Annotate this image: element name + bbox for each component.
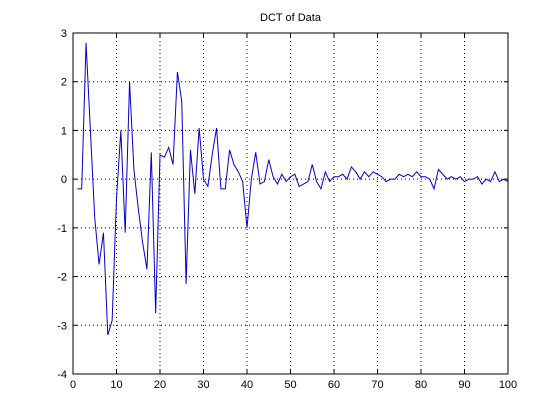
y-tick-label: -1 bbox=[57, 223, 67, 235]
x-tick-label: 80 bbox=[415, 379, 427, 391]
grid-lines bbox=[73, 33, 508, 374]
x-tick-label: 60 bbox=[328, 379, 340, 391]
y-tick-label: 3 bbox=[61, 28, 67, 40]
x-tick-label: 20 bbox=[154, 379, 166, 391]
y-tick-label: 2 bbox=[61, 77, 67, 89]
x-tick-label: 40 bbox=[241, 379, 253, 391]
dct-series-line bbox=[77, 42, 509, 336]
y-tick-label: -2 bbox=[57, 272, 67, 284]
y-axis-tick-labels: -4 -3 -2 -1 0 1 2 3 bbox=[57, 28, 67, 381]
x-tick-label: 70 bbox=[371, 379, 383, 391]
x-tick-label: 30 bbox=[197, 379, 209, 391]
chart-title: DCT of Data bbox=[260, 12, 322, 24]
x-tick-label: 100 bbox=[499, 379, 517, 391]
y-tick-label: 1 bbox=[61, 125, 67, 137]
y-tick-label: 0 bbox=[61, 174, 67, 186]
x-tick-label: 0 bbox=[70, 379, 76, 391]
axis-ticks bbox=[72, 32, 509, 375]
x-tick-label: 90 bbox=[458, 379, 470, 391]
y-tick-label: -3 bbox=[57, 320, 67, 332]
plot-frame bbox=[72, 32, 509, 375]
x-axis-tick-labels: 0 10 20 30 40 50 60 70 80 90 100 bbox=[70, 379, 517, 391]
y-tick-label: -4 bbox=[57, 369, 67, 381]
x-tick-label: 50 bbox=[284, 379, 296, 391]
x-tick-label: 10 bbox=[110, 379, 122, 391]
series-layer bbox=[77, 42, 509, 336]
